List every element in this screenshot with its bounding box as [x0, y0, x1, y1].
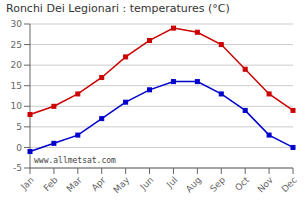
svg-text:5: 5	[16, 122, 22, 132]
svg-text:Feb: Feb	[42, 175, 61, 194]
svg-text:Apr: Apr	[90, 175, 108, 193]
svg-text:-5: -5	[13, 163, 22, 173]
svg-text:15: 15	[11, 81, 22, 91]
svg-text:30: 30	[11, 19, 23, 29]
svg-text:Jul: Jul	[164, 175, 179, 190]
svg-text:20: 20	[11, 60, 23, 70]
svg-text:May: May	[111, 174, 132, 195]
svg-text:Dec: Dec	[280, 175, 297, 194]
svg-text:10: 10	[11, 101, 23, 111]
svg-text:Sep: Sep	[208, 175, 227, 194]
svg-text:Nov: Nov	[256, 174, 276, 194]
html-text:www.allmetsat.com: www.allmetsat.com	[34, 156, 116, 165]
svg-text:Oct: Oct	[233, 175, 251, 193]
svg-text:Jun: Jun	[138, 175, 156, 193]
html-text:Ronchi Dei Legionari : tempera: Ronchi Dei Legionari : temperatures (°C)	[6, 2, 230, 15]
svg-text:Jan: Jan	[18, 175, 36, 193]
svg-text:Mar: Mar	[65, 175, 84, 194]
svg-text:0: 0	[16, 143, 22, 153]
svg-text:25: 25	[11, 40, 22, 50]
svg-text:Aug: Aug	[184, 175, 204, 195]
